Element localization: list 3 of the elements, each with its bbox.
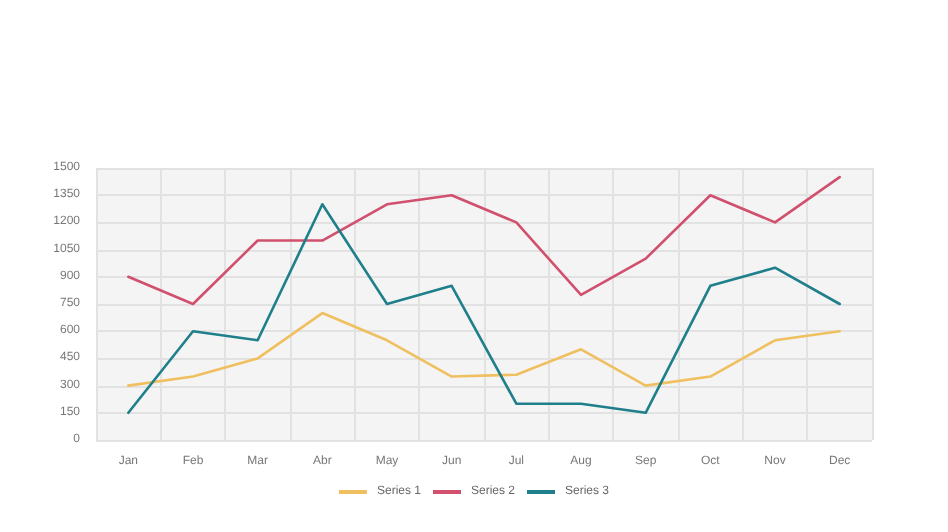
line-series — [127, 175, 841, 306]
line-series — [127, 202, 841, 415]
line-series — [127, 311, 841, 387]
